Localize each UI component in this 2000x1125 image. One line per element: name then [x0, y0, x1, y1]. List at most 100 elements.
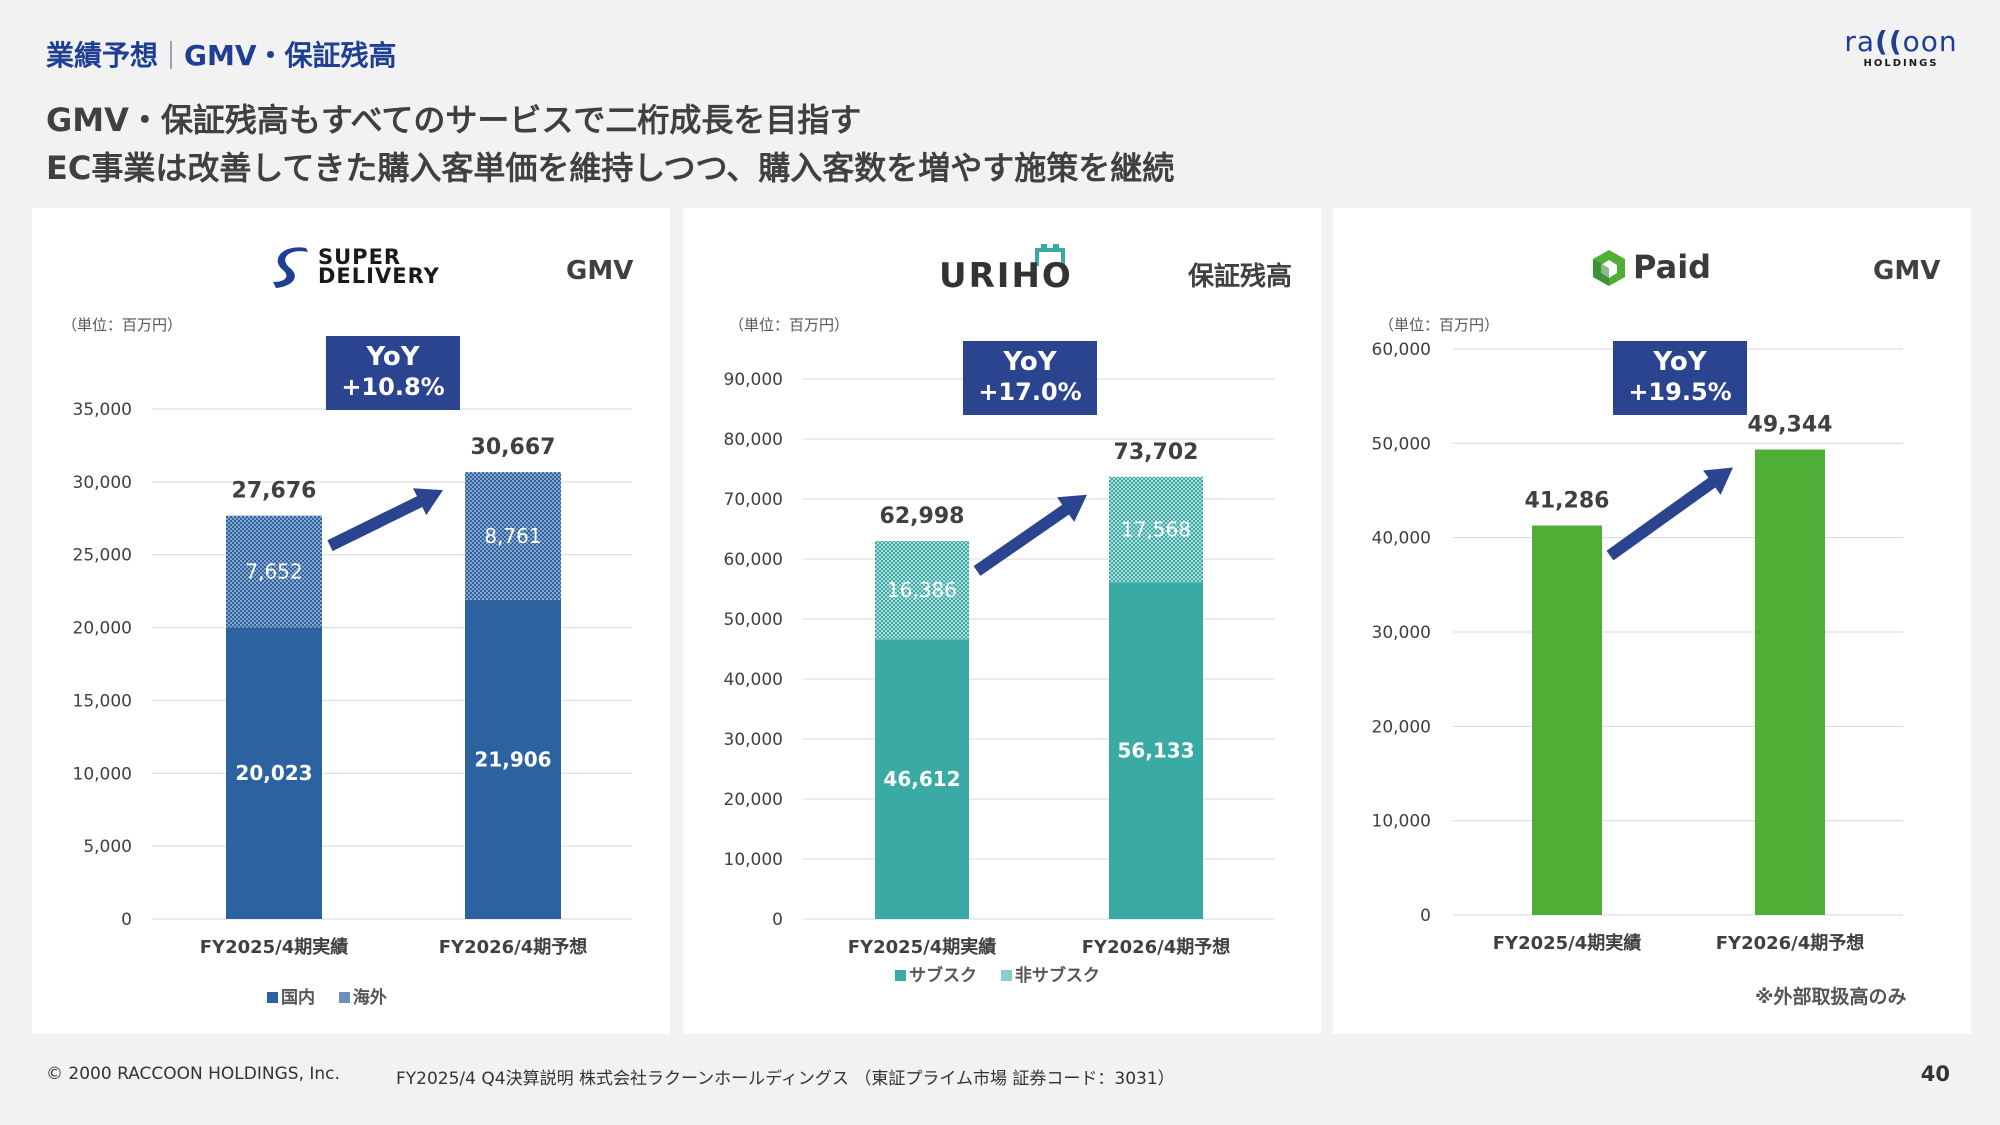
total-label: 49,344: [1748, 413, 1833, 438]
unit-label: （単位：百万円）: [1379, 316, 1500, 334]
panel-paid: 0 10,000 20,000 30,000 40,000 50,000 60,000 41,…: [1333, 208, 1971, 1034]
yoy-box: YoY +10.8%: [326, 336, 460, 410]
yoy-value: +10.8%: [341, 373, 445, 401]
segment-label: 56,133: [1117, 739, 1194, 763]
logo-text-a: ra: [1844, 25, 1876, 58]
logo-subtitle: HOLDINGS: [1863, 58, 1939, 69]
copyright: © 2000 RACCOON HOLDINGS, Inc.: [46, 1064, 340, 1084]
growth-arrow-icon: [327, 488, 443, 552]
y-tick-label: 70,000: [724, 490, 783, 510]
legend-label-overseas: 海外: [352, 988, 387, 1008]
page-number: 40: [1920, 1062, 1950, 1086]
y-tick-label: 50,000: [1372, 434, 1431, 454]
total-label: 41,286: [1525, 489, 1610, 514]
segment-label: 17,568: [1121, 517, 1191, 541]
y-tick-label: 90,000: [724, 370, 783, 390]
paid-logo: Paid: [1589, 248, 1719, 288]
yoy-label: YoY: [1003, 347, 1057, 377]
bar-primary: [226, 627, 322, 919]
bar-secondary: [875, 541, 969, 640]
y-tick-label: 30,000: [73, 473, 132, 493]
total-label: 73,702: [1114, 440, 1199, 465]
section-title-right: GMV・保証残高: [184, 39, 397, 72]
y-tick-label: 60,000: [1372, 340, 1431, 360]
x-category-label: FY2026/4期予想: [1716, 932, 1865, 954]
x-category-label: FY2025/4期実績: [200, 936, 349, 958]
chart-paid: 0 10,000 20,000 30,000 40,000 50,000 60,000 41,…: [1372, 340, 1903, 954]
y-tick-label: 15,000: [73, 691, 132, 711]
legend-label-non-subscription: 非サブスク: [1014, 966, 1100, 986]
x-category-label: FY2026/4期予想: [439, 936, 588, 958]
x-category-label: FY2025/4期実績: [1493, 932, 1642, 954]
logo-text-b: oon: [1902, 25, 1958, 58]
uriho-logo-text: URIHO: [939, 256, 1073, 296]
x-category-label: FY2025/4期実績: [848, 936, 997, 958]
legend: 国内 海外: [267, 983, 387, 1008]
yoy-label: YoY: [1653, 347, 1707, 377]
growth-arrow-icon: [1606, 467, 1733, 561]
bar-primary: [1532, 525, 1602, 915]
chart-super-delivery: 0 5,000 10,000 15,000 20,000 25,000 30,000 35,0…: [73, 400, 632, 958]
section-divider: [170, 41, 173, 69]
super-delivery-logo-line-1: SUPER: [318, 245, 402, 269]
raccoon-logo: ra((oon HOLDINGS: [1836, 25, 1966, 70]
total-label: 30,667: [471, 435, 556, 460]
legend-swatch-overseas: [338, 992, 350, 1003]
bar-primary: [1109, 582, 1203, 919]
y-tick-label: 0: [1420, 906, 1431, 926]
growth-arrow-icon: [973, 494, 1087, 576]
bar-secondary: [1109, 476, 1203, 583]
logo-text-paren: ((: [1875, 25, 1903, 58]
segment-label: 46,612: [883, 767, 960, 791]
panel-uriho: 0 10,000 20,000 30,000 40,000 50,000 60,000 70,…: [683, 208, 1321, 1034]
y-tick-label: 10,000: [73, 764, 132, 784]
yoy-box: YoY +19.5%: [1613, 341, 1747, 415]
segment-label: 21,906: [474, 747, 551, 771]
y-tick-label: 20,000: [1372, 717, 1431, 737]
segment-label: 8,761: [484, 524, 541, 548]
segment-label: 16,386: [887, 578, 957, 602]
super-delivery-logo-line-2: DELIVERY: [318, 264, 440, 288]
y-tick-label: 40,000: [724, 670, 783, 690]
uriho-house-icon: [1035, 244, 1065, 266]
panel-super-delivery: 0 5,000 10,000 15,000 20,000 25,000 30,000 35,0…: [32, 208, 670, 1034]
y-tick-label: 5,000: [83, 837, 132, 857]
y-tick-label: 80,000: [724, 430, 783, 450]
y-tick-label: 20,000: [724, 790, 783, 810]
y-tick-label: 50,000: [724, 610, 783, 630]
y-tick-label: 30,000: [724, 730, 783, 750]
bar-primary: [465, 599, 561, 919]
paid-logo-text: Paid: [1633, 248, 1712, 286]
yoy-value: +17.0%: [978, 378, 1082, 406]
footnote: ※外部取扱高のみ: [1755, 986, 1907, 1008]
y-tick-label: 0: [121, 910, 132, 930]
y-tick-label: 60,000: [724, 550, 783, 570]
headline-line-1: GMV・保証残高もすべてのサービスで二桁成長を目指す: [46, 101, 862, 139]
legend-label-domestic: 国内: [281, 988, 315, 1008]
super-delivery-mark-icon: [273, 247, 308, 288]
y-tick-label: 40,000: [1372, 529, 1431, 549]
total-label: 62,998: [880, 504, 965, 529]
section-title: 業績予想 GMV・保証残高: [46, 34, 397, 74]
metric-label: 保証残高: [1188, 262, 1293, 292]
y-tick-label: 10,000: [724, 850, 783, 870]
legend-swatch-non-subscription: [1000, 970, 1012, 981]
y-tick-label: 30,000: [1372, 623, 1431, 643]
x-category-label: FY2026/4期予想: [1082, 936, 1231, 958]
metric-label: GMV: [566, 256, 634, 286]
headline-line-2: EC事業は改善してきた購入客単価を維持しつつ、購入客数を増やす施策を継続: [46, 149, 1175, 187]
yoy-value: +19.5%: [1628, 378, 1732, 406]
unit-label: （単位：百万円）: [62, 316, 183, 334]
paid-mark-icon: [1593, 250, 1625, 286]
y-tick-label: 25,000: [73, 546, 132, 566]
bar-primary: [875, 639, 969, 919]
bar-primary: [1755, 449, 1825, 915]
legend-label-subscription: サブスク: [909, 966, 977, 986]
chart-uriho: 0 10,000 20,000 30,000 40,000 50,000 60,000 70,…: [724, 370, 1275, 958]
uriho-logo: URIHO: [937, 238, 1077, 296]
yoy-box: YoY +17.0%: [963, 341, 1097, 415]
segment-label: 7,652: [245, 559, 302, 583]
y-tick-label: 35,000: [73, 400, 132, 420]
unit-label: （単位：百万円）: [729, 316, 850, 334]
document-info: FY2025/4 Q4決算説明 株式会社ラクーンホールディングス （東証プライム…: [396, 1069, 1175, 1089]
